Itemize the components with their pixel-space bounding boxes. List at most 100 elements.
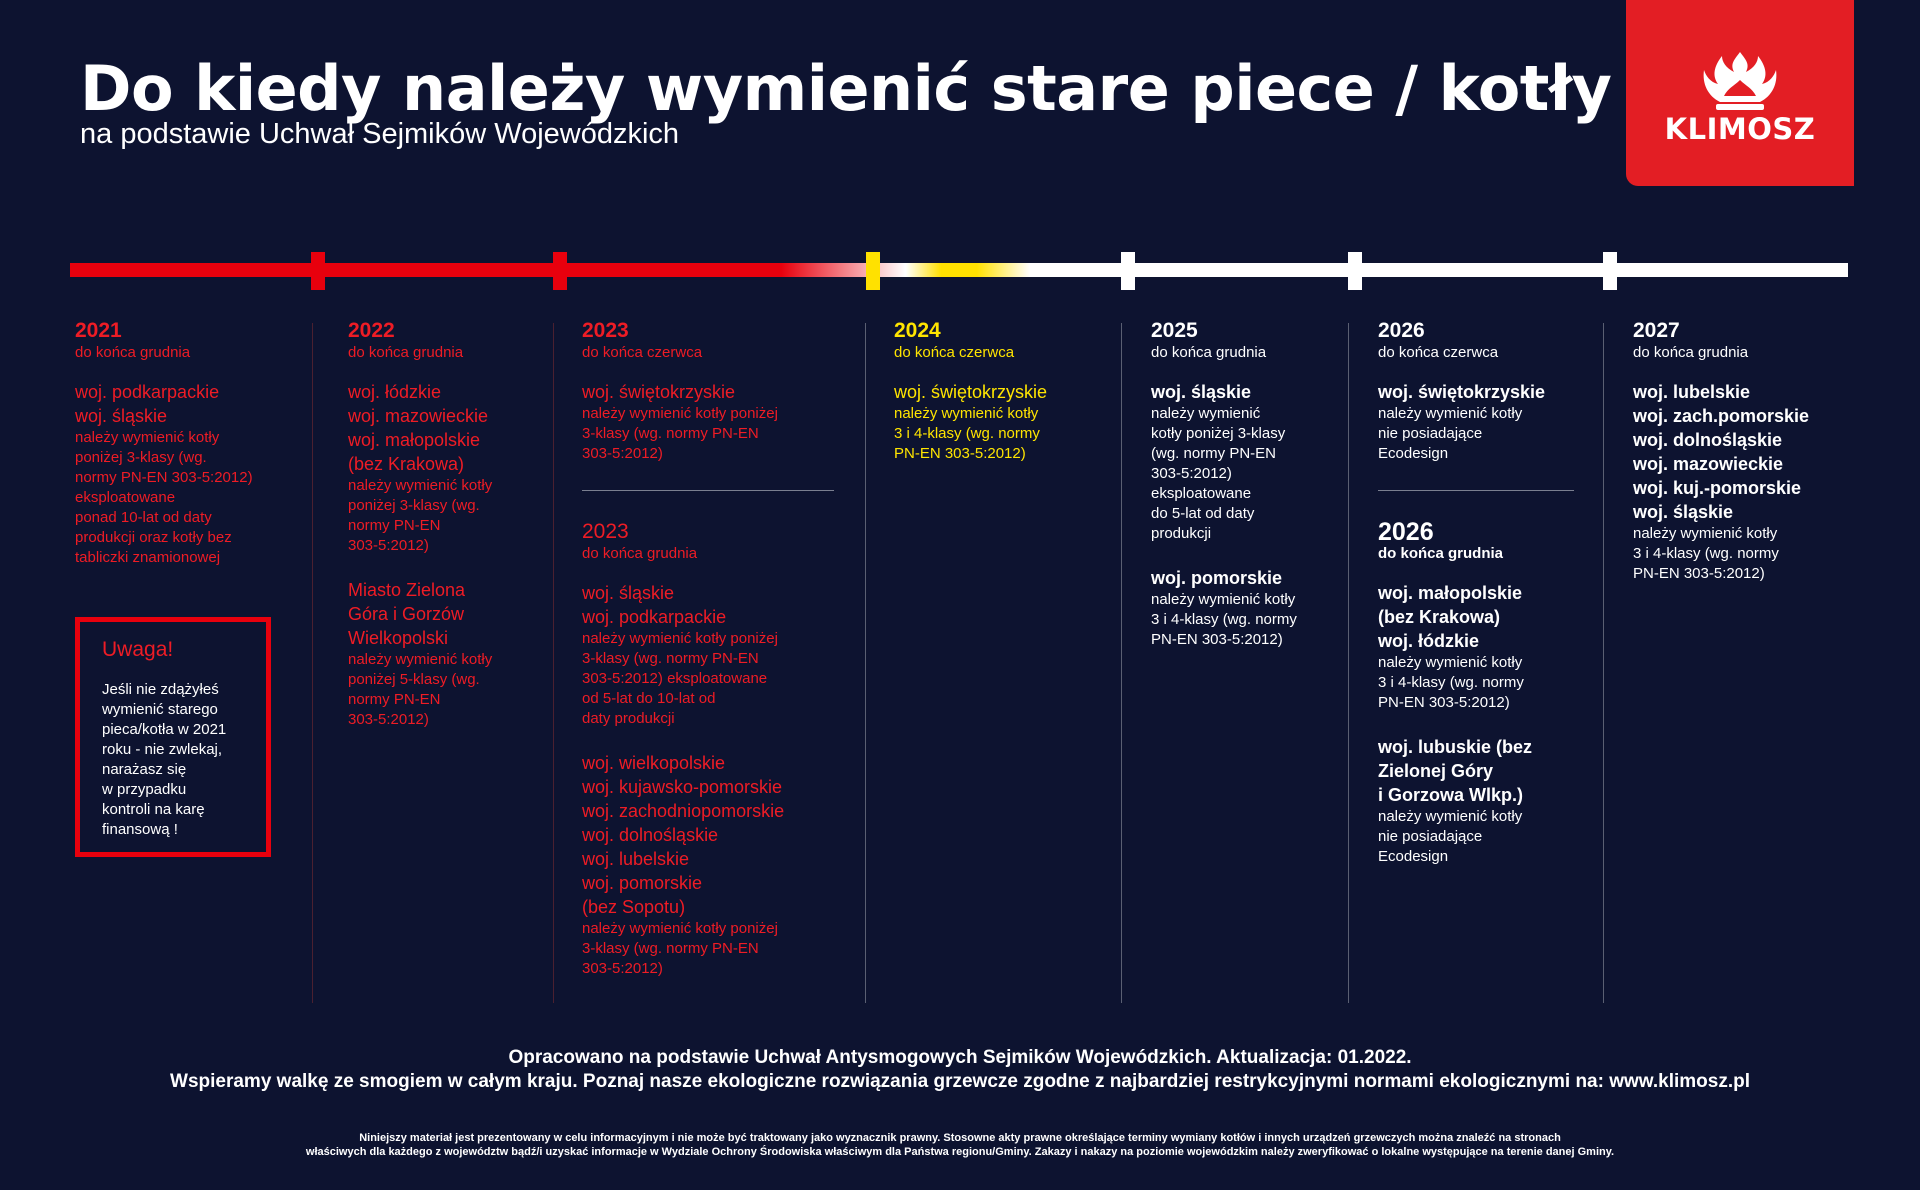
region-item: woj. świętokrzyskie [582, 382, 736, 402]
column-2021: 2021 do końca grudnia woj. podkarpackie … [75, 318, 305, 568]
warning-line: Jeśli nie zdążyłeś [102, 681, 219, 698]
column-2023: 2023 do końca czerwca woj. świętokrzyski… [582, 318, 834, 979]
footer-line[interactable]: Wspieramy walkę ze smogiem w całym kraju… [170, 1071, 1750, 1092]
requirement-text: Ecodesign [1378, 445, 1449, 462]
region-item: woj. śląskie [75, 406, 168, 426]
requirement-text: 303-5:2012) [1151, 465, 1232, 482]
column-deadline: do końca grudnia [1151, 344, 1267, 361]
requirement-text: Ecodesign [1378, 848, 1449, 865]
region-item: woj. lubuskie (bez [1378, 737, 1533, 757]
region-item: (bez Sopotu) [582, 897, 686, 917]
requirement-text: 3-klasy (wg. normy PN-EN [582, 650, 759, 667]
column-divider [1121, 323, 1122, 1003]
region-item: Góra i Gorzów [348, 604, 465, 624]
column-deadline: do końca grudnia [75, 344, 191, 361]
column-divider [1348, 323, 1349, 1003]
requirement-text: do 5-lat od daty [1151, 505, 1255, 522]
region-item: woj. kujawsko-pomorskie [582, 777, 783, 797]
requirement-text: 303-5:2012) [582, 960, 663, 977]
column-deadline: do końca czerwca [582, 344, 703, 361]
column-year: 2023 [582, 520, 629, 543]
requirement-text: należy wymienić kotły [1151, 591, 1296, 608]
region-item: woj. zach.pomorskie [1633, 406, 1810, 426]
footer-disclaimer: Niniejszy materiał jest prezentowany w c… [0, 1131, 1920, 1159]
column-deadline: do końca grudnia [582, 545, 698, 562]
page-subtitle: na podstawie Uchwał Sejmików Wojewódzkic… [80, 118, 680, 150]
region-item: woj. świętokrzyskie [1378, 382, 1546, 402]
timeline-tick-2025 [1121, 252, 1135, 290]
requirement-text: należy wymienić kotły poniżej [582, 630, 778, 647]
timeline-tick-2026 [1348, 252, 1362, 290]
region-item: woj. podkarpackie [75, 382, 220, 402]
warning-line: pieca/kotła w 2021 [102, 721, 227, 738]
requirement-text: należy wymienić kotły poniżej 3-klasy (w… [75, 429, 253, 566]
region-item: woj. lubelskie [582, 849, 690, 869]
region-item: i Gorzowa Wlkp.) [1378, 785, 1524, 805]
requirement-text: poniżej 3-klasy (wg. [348, 497, 480, 514]
requirement-text: 303-5:2012) [582, 445, 663, 462]
region-item: woj. mazowieckie [1633, 454, 1784, 474]
section-divider [582, 490, 834, 491]
requirement-text: 3-klasy (wg. normy PN-EN [582, 425, 759, 442]
disclaimer-line: właściwych dla każdego z województw bądź… [305, 1146, 1615, 1158]
requirement-text: od 5-lat do 10-lat od [582, 690, 716, 707]
requirement-text: należy wymienić kotły [894, 405, 1039, 422]
column-2025: 2025 do końca grudnia woj. śląskie należ… [1151, 318, 1341, 650]
region-item: Miasto Zielona [348, 580, 466, 600]
warning-line: w przypadku [102, 781, 187, 798]
requirement-text: należy wymienić kotły [348, 651, 493, 668]
requirement-text: PN-EN 303-5:2012) [1633, 565, 1765, 582]
region-item: Wielkopolski [348, 628, 449, 648]
timeline-tick-2022 [311, 252, 325, 290]
region-list: woj. podkarpackie woj. śląskie [75, 380, 305, 428]
flame-crown-icon [1703, 52, 1777, 110]
requirement-text: 3-klasy (wg. normy PN-EN [582, 940, 759, 957]
requirement-text: kotły poniżej 3-klasy [1151, 425, 1286, 442]
warning-line: finansową ! [102, 821, 178, 838]
column-year: 2022 [348, 319, 395, 342]
region-item: Zielonej Góry [1378, 761, 1494, 781]
requirement-text: PN-EN 303-5:2012) [894, 445, 1026, 462]
region-item: woj. dolnośląskie [1633, 430, 1783, 450]
requirement-text: PN-EN 303-5:2012) [1151, 631, 1283, 648]
requirement-text: 3 i 4-klasy (wg. normy [1151, 611, 1297, 628]
region-item: woj. mazowieckie [348, 406, 489, 426]
klimosz-logo[interactable]: KLIMOSZ [1626, 0, 1854, 186]
requirement-text: należy wymienić kotły [1378, 405, 1523, 422]
timeline-tick-2024 [866, 252, 880, 290]
logo-brand-text: KLIMOSZ [1664, 112, 1816, 146]
warning-line: kontroli na karę [102, 801, 205, 818]
column-deadline: do końca grudnia [1633, 344, 1749, 361]
region-item: woj. świętokrzyskie [894, 382, 1048, 402]
column-divider [553, 323, 554, 1003]
requirement-text: (wg. normy PN-EN [1151, 445, 1277, 462]
warning-line: roku - nie zwlekaj, [102, 741, 223, 758]
timeline-tick-2027 [1603, 252, 1617, 290]
requirement-text: 303-5:2012) eksploatowane [582, 670, 768, 687]
warning-title: Uwaga! [102, 638, 174, 661]
requirement-text: należy wymienić kotły poniżej [582, 920, 778, 937]
column-deadline: do końca czerwca [1378, 344, 1499, 361]
requirement-text: produkcji [1151, 525, 1212, 542]
disclaimer-line: Niniejszy materiał jest prezentowany w c… [359, 1132, 1561, 1144]
requirement-text: normy PN-EN [348, 691, 441, 708]
requirement-text: daty produkcji [582, 710, 675, 727]
page-title: Do kiedy należy wymienić stare piece / k… [80, 52, 1668, 125]
column-divider [865, 323, 866, 1003]
column-deadline: do końca grudnia [348, 344, 464, 361]
region-item: woj. małopolskie [348, 430, 481, 450]
column-divider [312, 323, 313, 1003]
region-item: woj. śląskie [582, 583, 675, 603]
column-divider [1603, 323, 1604, 1003]
column-2026: 2026 do końca czerwca woj. świętokrzyski… [1378, 318, 1574, 867]
column-year: 2026 [1378, 319, 1425, 342]
column-year: 2023 [582, 319, 629, 342]
column-year: 2027 [1633, 319, 1680, 342]
timeline-tick-2023 [553, 252, 567, 290]
requirement-text: PN-EN 303-5:2012) [1378, 694, 1510, 711]
requirement-text: nie posiadające [1378, 425, 1483, 442]
requirement-text: należy wymienić kotły [1633, 525, 1778, 542]
column-year: 2021 [75, 319, 122, 342]
requirement-text: należy wymienić kotły [1378, 654, 1523, 671]
region-item: woj. śląskie [1633, 502, 1734, 522]
